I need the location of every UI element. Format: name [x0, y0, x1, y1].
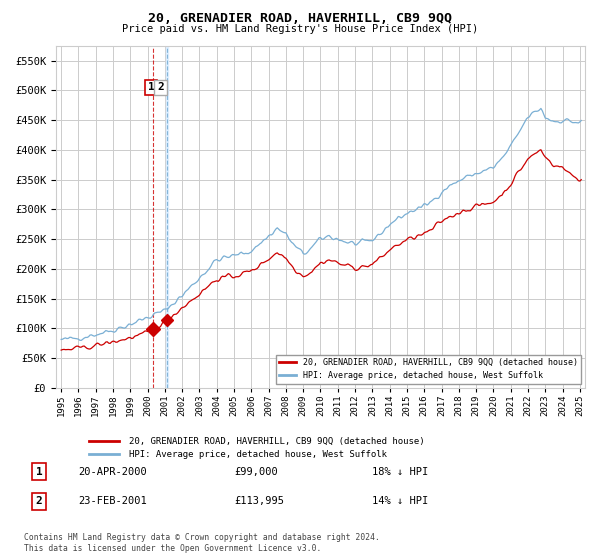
Text: 1: 1	[148, 82, 155, 92]
Legend: 20, GRENADIER ROAD, HAVERHILL, CB9 9QQ (detached house), HPI: Average price, det: 20, GRENADIER ROAD, HAVERHILL, CB9 9QQ (…	[276, 354, 581, 384]
Text: 20, GRENADIER ROAD, HAVERHILL, CB9 9QQ (detached house): 20, GRENADIER ROAD, HAVERHILL, CB9 9QQ (…	[130, 436, 425, 446]
Text: 20, GRENADIER ROAD, HAVERHILL, CB9 9QQ: 20, GRENADIER ROAD, HAVERHILL, CB9 9QQ	[148, 12, 452, 25]
Text: £113,995: £113,995	[234, 496, 284, 506]
Text: £99,000: £99,000	[234, 466, 278, 477]
Text: 2: 2	[35, 496, 43, 506]
Text: 18% ↓ HPI: 18% ↓ HPI	[372, 466, 428, 477]
Text: 14% ↓ HPI: 14% ↓ HPI	[372, 496, 428, 506]
Text: 20-APR-2000: 20-APR-2000	[78, 466, 147, 477]
Text: Price paid vs. HM Land Registry's House Price Index (HPI): Price paid vs. HM Land Registry's House …	[122, 24, 478, 34]
Text: Contains HM Land Registry data © Crown copyright and database right 2024.
This d: Contains HM Land Registry data © Crown c…	[24, 533, 380, 553]
Bar	[166, 46, 168, 388]
Text: 23-FEB-2001: 23-FEB-2001	[78, 496, 147, 506]
Text: 1: 1	[35, 466, 43, 477]
Text: 2: 2	[157, 82, 164, 92]
Text: HPI: Average price, detached house, West Suffolk: HPI: Average price, detached house, West…	[130, 450, 388, 459]
